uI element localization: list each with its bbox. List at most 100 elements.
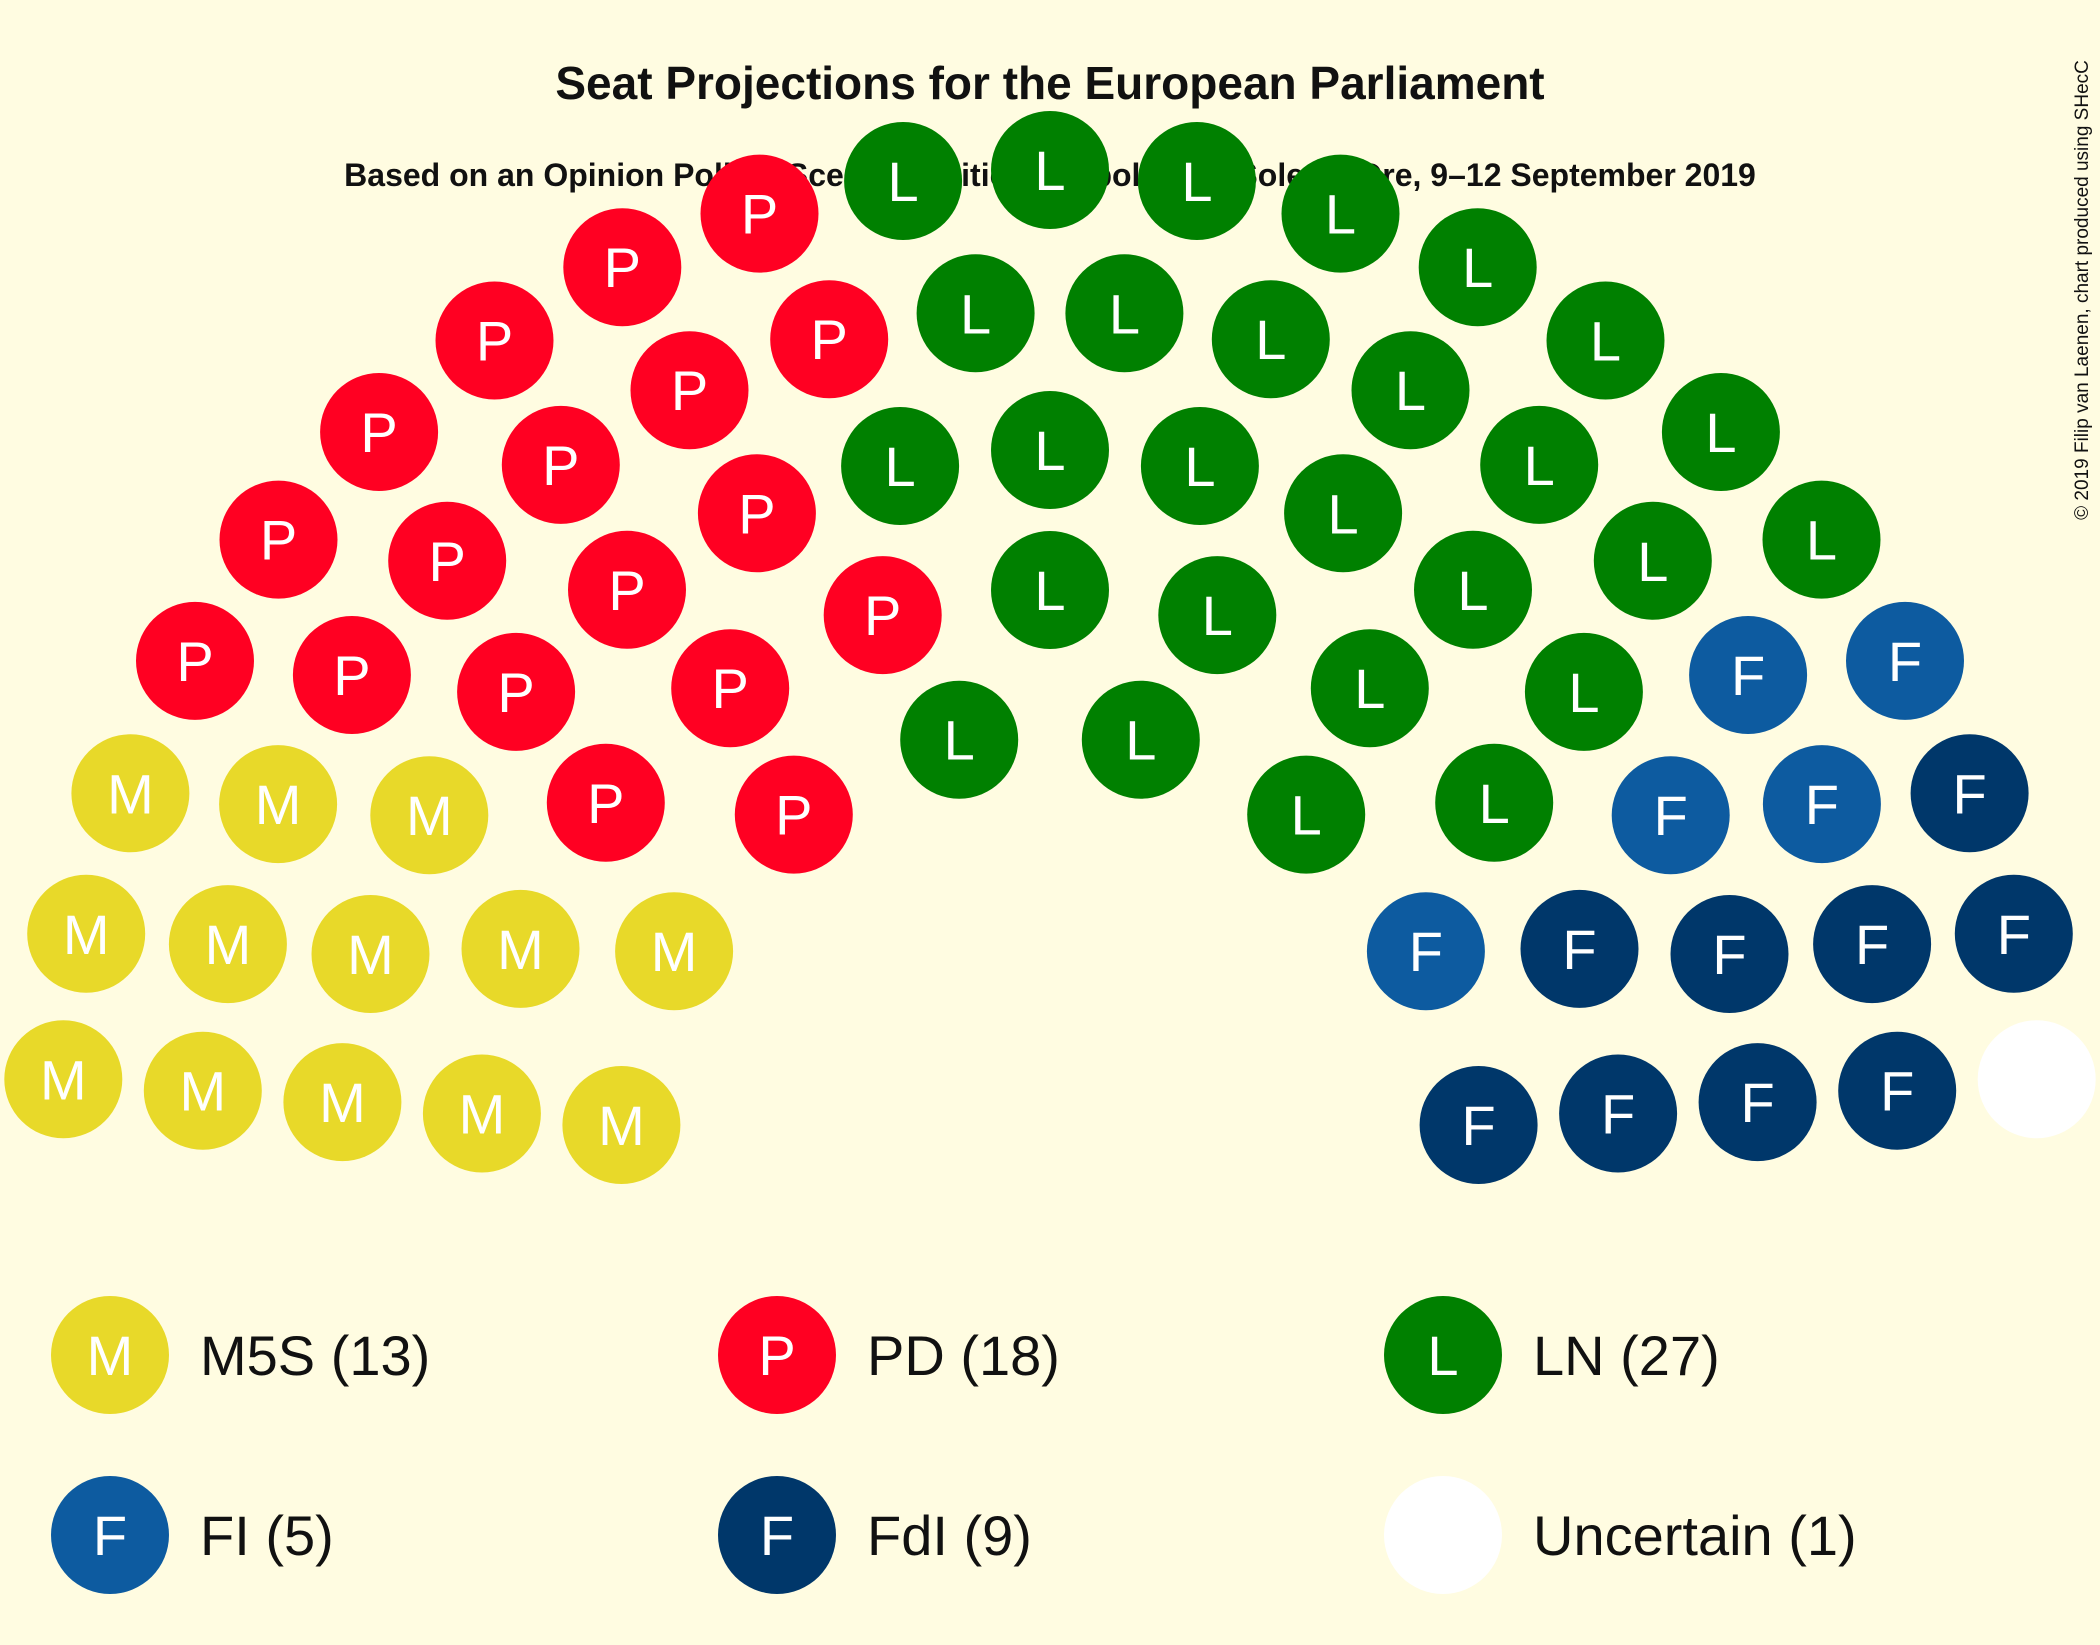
seat-letter: F <box>1654 784 1688 847</box>
seat-marker <box>823 556 942 675</box>
seat-letter: F <box>1731 644 1765 707</box>
seat-marker <box>136 601 254 720</box>
legend-swatch <box>718 1476 836 1594</box>
seat-letter: L <box>1568 661 1599 724</box>
seat-ln: L <box>1137 122 1256 240</box>
legend-swatch <box>51 1296 169 1414</box>
seat-fi: F <box>1762 745 1881 864</box>
seat-marker <box>1762 480 1881 599</box>
legend-item-m5s: M M5S (13) <box>51 1296 430 1414</box>
seat-marker <box>1081 680 1200 799</box>
seat-pd: P <box>770 280 889 399</box>
seat-ln: L <box>844 122 963 240</box>
legend-item-pd: P PD (18) <box>718 1296 1060 1414</box>
seat-marker <box>283 1043 402 1162</box>
seat-letter: M <box>406 784 453 847</box>
seat-pd: P <box>320 373 439 491</box>
seat-letter: M <box>107 762 154 825</box>
legend-swatch <box>51 1476 169 1594</box>
seat-m5s: M <box>4 1020 123 1139</box>
seat-marker <box>841 407 960 525</box>
seat-letter: L <box>1479 772 1510 835</box>
seat-ln: L <box>1281 154 1400 273</box>
seat-letter: L <box>1705 401 1736 464</box>
seat-marker <box>1546 281 1665 400</box>
seat-pd: P <box>697 454 816 573</box>
seat-letter: F <box>1805 773 1839 836</box>
seat-fdi: F <box>1838 1031 1957 1150</box>
seat-marker <box>1524 632 1643 751</box>
seat-ln: L <box>1158 556 1277 675</box>
seat-marker <box>1414 530 1532 649</box>
seat-marker <box>71 734 190 853</box>
seat-ln: L <box>1284 454 1403 573</box>
seat-letter: M <box>63 903 110 966</box>
seat-letter: P <box>476 310 513 373</box>
seat-m5s: M <box>71 734 190 853</box>
seat-pd: P <box>734 755 853 874</box>
seat-m5s: M <box>27 874 146 993</box>
seat-ln: L <box>1762 480 1881 599</box>
seat-letter: P <box>608 559 645 622</box>
seat-pd: P <box>823 556 942 675</box>
seat-marker <box>562 1066 681 1184</box>
seat-fdi: F <box>1419 1066 1538 1184</box>
seat-letter: P <box>542 434 579 497</box>
seat-m5s: M <box>461 889 580 1008</box>
seat-ln: L <box>1414 530 1532 649</box>
legend-item-fi: F FI (5) <box>51 1476 334 1594</box>
seat-marker <box>1419 1066 1538 1184</box>
copyright-note: © 2019 Filip van Laenen, chart produced … <box>2072 60 2093 520</box>
seat-letter: L <box>1034 139 1065 202</box>
seat-marker <box>219 745 338 864</box>
seat-letter: P <box>429 530 466 593</box>
legend-label: FI (5) <box>200 1504 334 1567</box>
seat-ln: L <box>1480 405 1599 524</box>
seat-marker <box>422 1054 541 1173</box>
seat-marker <box>697 454 816 573</box>
seat-marker <box>1698 1043 1817 1162</box>
seat-letter: M <box>205 913 252 976</box>
seat-letter: P <box>176 630 213 693</box>
seat-letter: L <box>1590 310 1621 373</box>
seat-fi: F <box>1846 601 1964 720</box>
seat-ln: L <box>1546 281 1665 400</box>
seat-fdi: F <box>1813 885 1932 1004</box>
seat-pd: P <box>292 616 411 734</box>
seat-marker <box>501 405 620 524</box>
seat-marker <box>563 208 682 327</box>
legend: M M5S (13) P PD (18) L LN (27) F FI (5) F FdI (9)… <box>51 1296 1857 1594</box>
seat-marker <box>1611 756 1730 875</box>
seat-marker <box>546 743 665 862</box>
seat-m5s: M <box>283 1043 402 1162</box>
seat-letter: P <box>587 772 624 835</box>
seat-marker <box>1281 154 1400 273</box>
seat-ln: L <box>1524 632 1643 751</box>
seat-letter: L <box>888 150 919 213</box>
seat-uncertain <box>1977 1020 2096 1139</box>
seat-marker <box>1910 734 2029 853</box>
seat-letter: L <box>1325 183 1356 246</box>
seat-m5s: M <box>615 892 734 1011</box>
legend-label: M5S (13) <box>200 1324 430 1387</box>
seat-pd: P <box>219 480 338 599</box>
legend-letter: P <box>758 1324 795 1387</box>
seat-letter: M <box>347 923 394 986</box>
seat-marker <box>1137 122 1256 240</box>
legend-swatch <box>718 1296 836 1414</box>
seat-marker <box>1418 208 1537 327</box>
seat-letter: F <box>1952 762 1986 825</box>
seat-ln: L <box>991 111 1109 229</box>
seat-ln: L <box>1310 629 1429 748</box>
seat-marker <box>568 530 686 649</box>
seat-marker <box>1158 556 1277 675</box>
seat-fdi: F <box>1910 734 2029 853</box>
seat-marker <box>27 874 146 993</box>
seat-letter: P <box>741 183 778 246</box>
seat-letter: L <box>1637 530 1668 593</box>
legend-swatch <box>1384 1476 1502 1594</box>
seat-ln: L <box>1065 254 1184 373</box>
seat-marker <box>900 680 1019 799</box>
seat-marker <box>1520 889 1639 1008</box>
